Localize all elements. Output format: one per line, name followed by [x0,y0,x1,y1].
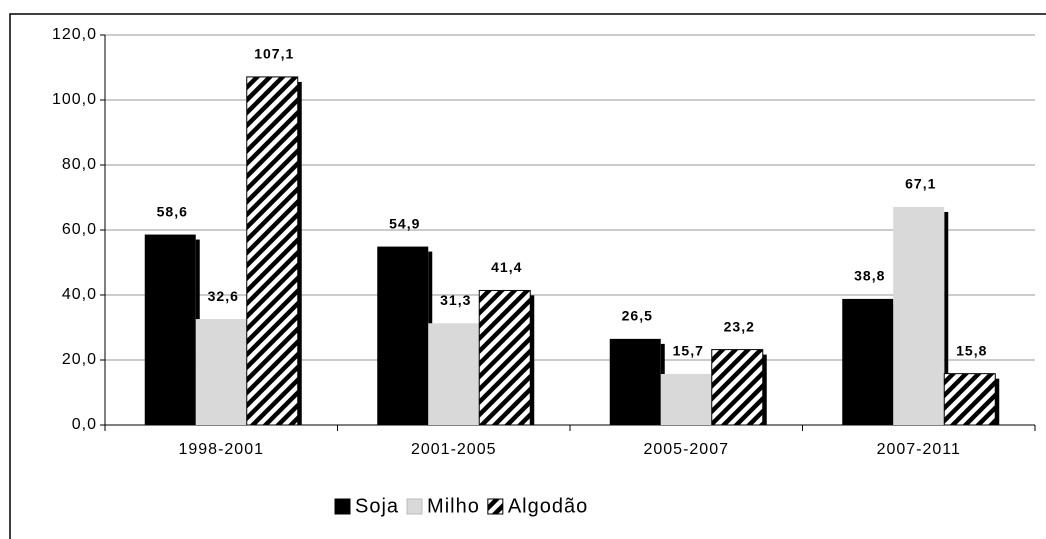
bar [660,373,712,425]
bar-shadow [995,378,1000,425]
x-tick-label: 1998-2001 [178,441,264,458]
bar-shadow [762,354,767,425]
value-label: 67,1 [905,176,936,192]
y-tick-label: 60,0 [62,221,97,238]
y-tick-label: 80,0 [62,156,97,173]
value-label: 58,6 [157,203,188,219]
x-tick-label: 2005-2007 [643,441,729,458]
legend-label: Algodão [508,495,588,517]
bar [246,76,299,426]
y-tick-label: 0,0 [72,416,97,433]
y-tick-label: 120,0 [52,26,97,43]
value-label: 41,4 [491,259,522,275]
bar-shadow [297,81,302,426]
value-label: 54,9 [389,215,420,231]
bar [711,349,764,426]
value-label: 38,8 [854,268,885,284]
x-tick-label: 2007-2011 [877,441,961,458]
legend-swatch [334,498,351,515]
bar [428,323,480,425]
value-label: 15,7 [673,343,704,359]
value-label: 15,8 [956,342,987,358]
value-label: 23,2 [724,318,755,334]
bar [144,234,196,425]
bar [377,246,429,425]
legend-swatch [487,498,504,515]
value-label: 32,6 [208,288,239,304]
value-label: 107,1 [254,46,294,62]
legend-label: Soja [355,495,399,517]
chart-border [9,13,1046,539]
value-label: 26,5 [622,308,653,324]
bar [195,319,247,425]
bar-shadow [944,211,949,425]
x-tick-label: 2001-2005 [411,441,497,458]
bar [478,289,531,426]
bar-shadow [530,295,535,425]
legend-label: Milho [427,495,480,517]
bar [943,373,996,426]
bar [842,298,894,425]
bar [609,338,661,425]
value-label: 31,3 [440,292,471,308]
y-tick-label: 40,0 [62,286,97,303]
y-tick-label: 100,0 [52,91,97,108]
y-tick-label: 20,0 [62,351,97,368]
bar [893,206,945,425]
legend-swatch [406,498,423,515]
